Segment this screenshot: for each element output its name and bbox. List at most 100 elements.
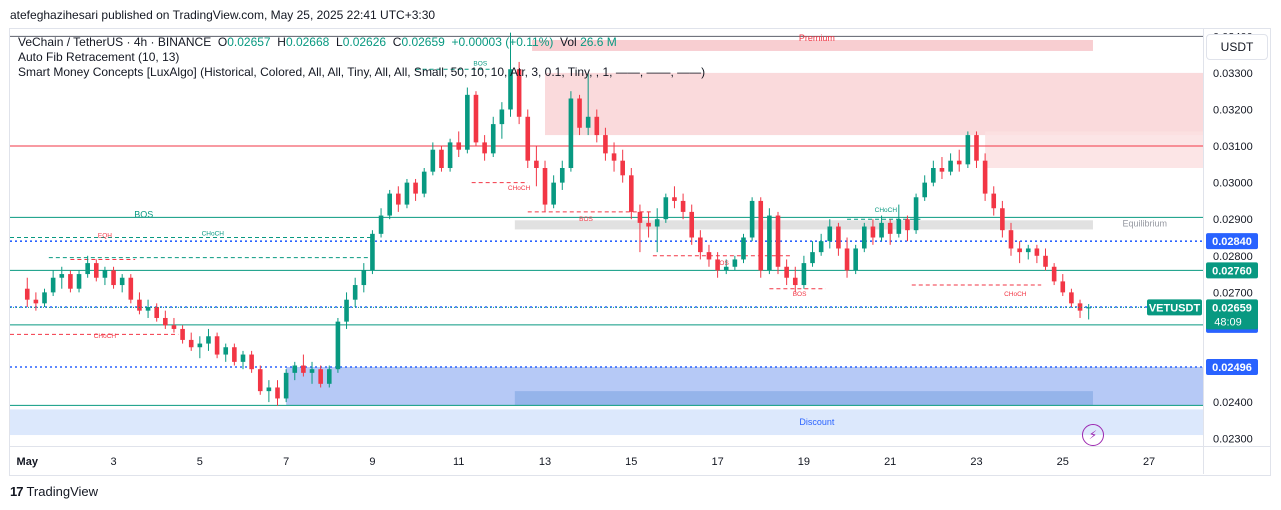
price-tag [1206, 358, 1258, 375]
candle-body [844, 248, 850, 271]
legend-c-label: C [392, 35, 402, 49]
candle-body [654, 219, 660, 227]
candle-body [663, 197, 669, 220]
candle-body [1000, 208, 1005, 231]
x-tick-label: 15 [625, 456, 637, 468]
candle-body [180, 328, 185, 340]
candle-body [223, 347, 229, 355]
candle-body [646, 222, 651, 227]
candle-body [741, 237, 746, 260]
candle-body [577, 98, 582, 128]
candle-body [810, 252, 815, 264]
candle-body [1077, 303, 1083, 311]
candle-body [1025, 248, 1031, 253]
structure-label: CHoCH [875, 207, 898, 214]
flash-icon[interactable]: ⚡ [1082, 424, 1104, 446]
structure-label: BOS [134, 209, 153, 219]
y-tick-label: 0.03100 [1213, 141, 1253, 153]
x-tick-label: 25 [1057, 456, 1069, 468]
zone-bull-ob-inner [514, 391, 1093, 406]
candle-body [611, 153, 617, 161]
zone-bear-ob-2 [985, 131, 1203, 168]
x-tick-label: 7 [283, 456, 289, 468]
candle-body [266, 387, 272, 392]
tradingview-logo: 17 [10, 484, 24, 499]
legend-low: 0.02626 [342, 35, 387, 49]
structure-label: BOS [715, 260, 729, 267]
x-tick-label: 19 [798, 456, 810, 468]
candle-body [516, 69, 522, 117]
candle-body [33, 299, 39, 304]
candle-body [818, 241, 824, 253]
y-tick-label: 0.03000 [1213, 178, 1253, 190]
tradingview-name: TradingView [26, 484, 99, 499]
chart-frame[interactable] [9, 28, 1271, 476]
candle-body [974, 135, 979, 161]
candle-body [948, 160, 953, 172]
candle-body [792, 277, 798, 286]
candle-body [905, 219, 910, 231]
candle-body [732, 259, 738, 267]
x-tick-label: 17 [711, 456, 723, 468]
candle-body [154, 307, 159, 318]
legend-indicator-fib[interactable]: Auto Fib Retracement (10, 13) [18, 50, 180, 64]
legend-h-label: H [277, 35, 286, 49]
legend-o-label: O [217, 35, 228, 49]
candle-body [240, 354, 246, 362]
candle-body [870, 226, 876, 238]
candle-body [490, 124, 496, 154]
chart-legend: VeChain / TetherUS · 4h · BINANCE O 0.026… [18, 35, 705, 80]
zone-label: Discount [799, 417, 835, 427]
legend-close: 0.02659 [401, 35, 445, 49]
candle-body [931, 168, 936, 183]
candle-body [542, 168, 548, 205]
candle-body [1043, 255, 1048, 267]
structure-label: CHoCH [508, 185, 531, 192]
candle-body [275, 387, 280, 399]
candle-body [508, 69, 513, 110]
zone-premium [532, 39, 1093, 51]
candle-body [326, 369, 332, 384]
candle-body [163, 317, 168, 326]
legend-symbol[interactable]: VeChain / TetherUS · 4h · BINANCE [18, 35, 212, 49]
candle-body [1017, 248, 1022, 253]
tradingview-footer[interactable]: 17 TradingView [10, 484, 98, 499]
candle-body [137, 299, 142, 311]
candle-body [982, 160, 988, 194]
legend-indicator-smc[interactable]: Smart Money Concepts [LuxAlgo] (Historic… [18, 65, 706, 79]
candle-body [292, 365, 298, 373]
candle-body [257, 369, 263, 392]
legend-high: 0.02668 [285, 35, 330, 49]
candle-body [249, 354, 254, 370]
candle-body [119, 277, 125, 286]
y-tick-label: 0.02300 [1213, 434, 1253, 446]
candle-body [715, 259, 720, 271]
candle-body [689, 211, 695, 238]
candle-body [706, 252, 712, 260]
legend-volume: 26.6 M [580, 35, 617, 49]
x-tick-label: 21 [884, 456, 896, 468]
candle-body [913, 197, 919, 231]
candle-body [922, 182, 928, 198]
zone-equilibrium [514, 220, 1093, 230]
candle-body [102, 270, 108, 278]
zone-bear-ob-1 [545, 72, 1203, 136]
candle-body [439, 149, 444, 168]
candle-body [344, 299, 349, 322]
candle-body [1069, 292, 1074, 304]
candle-body [767, 215, 772, 271]
candle-body [283, 372, 289, 399]
candle-body [887, 222, 893, 234]
candle-body [775, 215, 781, 267]
candle-body [465, 94, 470, 150]
structure-label: BOS [793, 291, 807, 298]
candle-body [68, 274, 73, 289]
currency-button[interactable]: USDT [1206, 34, 1268, 60]
price-tag-label: 0.02760 [1212, 265, 1252, 277]
candle-body [214, 336, 220, 355]
candle-body [534, 160, 539, 168]
candle-body [559, 168, 565, 183]
x-tick-label: 5 [197, 456, 203, 468]
zone-discount [10, 409, 1203, 436]
